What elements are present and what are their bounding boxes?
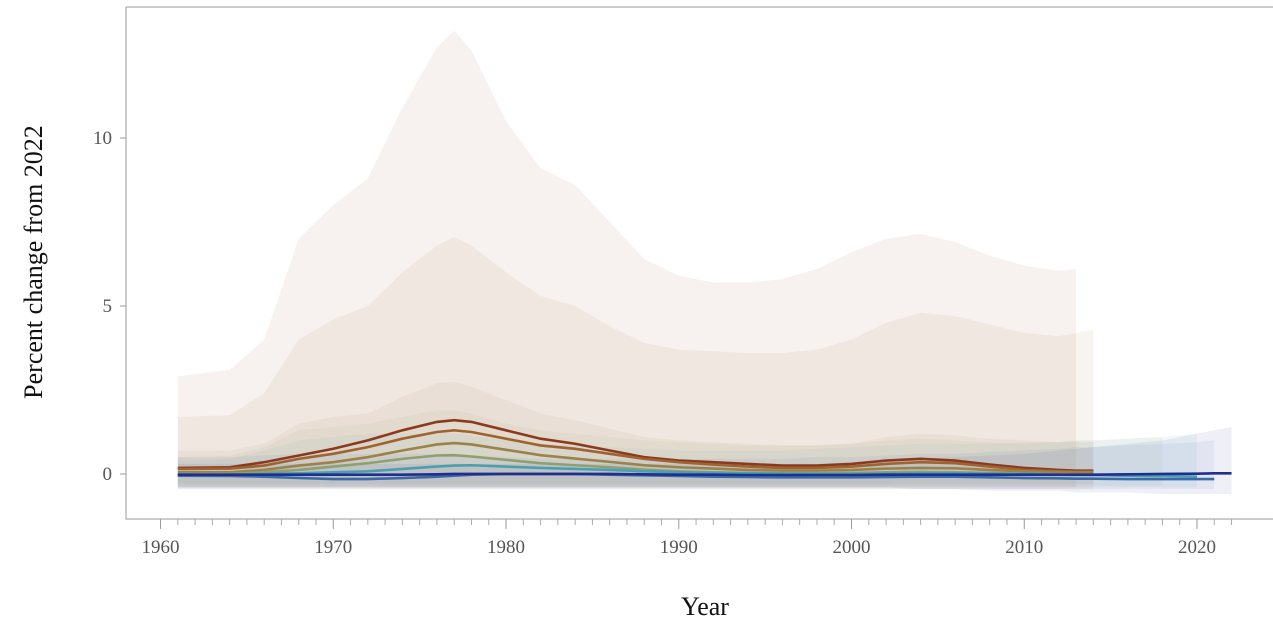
x-tick-label: 1960 <box>142 537 180 558</box>
x-tick-label: 1990 <box>660 537 698 558</box>
x-tick-label: 2000 <box>833 537 871 558</box>
ribbons <box>177 30 1232 495</box>
confidence-ribbon <box>177 30 1077 488</box>
confidence-ribbon <box>177 237 1094 490</box>
x-axis-title: Year <box>681 592 729 621</box>
x-tick-label: 1970 <box>314 537 352 558</box>
lines <box>177 418 1232 481</box>
x-tick-label: 2020 <box>1178 537 1216 558</box>
y-tick-label: 10 <box>93 128 112 149</box>
y-tick-label: 5 <box>103 296 113 317</box>
series-line <box>177 472 1215 481</box>
series-line <box>177 441 1094 474</box>
y-axis-title: Percent change from 2022 <box>19 125 48 399</box>
series-line <box>177 472 1232 477</box>
y-tick-label: 0 <box>103 464 113 485</box>
series-line <box>177 418 1094 472</box>
series-line <box>177 429 1094 473</box>
axis-frame <box>125 7 1273 520</box>
x-tick-label: 1980 <box>487 537 525 558</box>
x-tick-label: 2010 <box>1005 537 1043 558</box>
